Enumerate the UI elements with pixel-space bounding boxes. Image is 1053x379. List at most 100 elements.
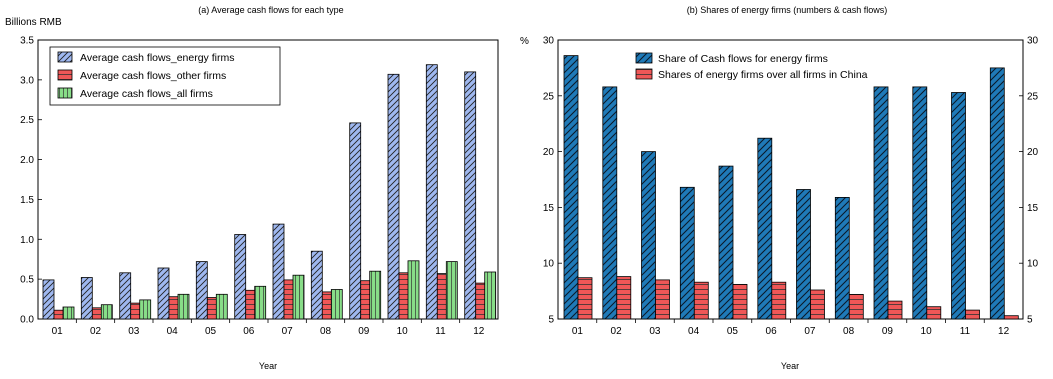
bar-shares-of-energy-firms-over-all-firms-in-china-11 — [965, 309, 980, 320]
bar-average-cash-flows-energy-firms-09 — [349, 122, 362, 320]
bar-average-cash-flows-energy-firms-11 — [425, 64, 438, 320]
y2-tick-label: 25 — [1027, 91, 1039, 102]
bar-share-of-cash-flows-for-energy-firms-06 — [757, 137, 773, 320]
bar-average-cash-flows-all-firms-10 — [407, 260, 420, 320]
bar-share-of-cash-flows-for-energy-firms-02 — [602, 86, 618, 320]
bar-share-of-cash-flows-for-energy-firms-11 — [951, 92, 966, 320]
bar-share-of-cash-flows-for-energy-firms-12 — [989, 67, 1005, 320]
panel-b-x-axis: 01 02 03 04 05 06 07 08 09 10 11 12 — [572, 319, 1010, 337]
y-tick-label: 25 — [543, 91, 555, 102]
panel-a-xlabel: Year — [259, 361, 277, 371]
panel-b-ylabel: % — [520, 36, 529, 47]
x-tick-label: 04 — [688, 326, 700, 337]
panel-a-legend: Average cash flows_energy firms Average … — [49, 46, 281, 106]
panel-a-y-axis: 0.0 0.5 1.0 1.5 2.0 2.5 3.0 3.5 — [20, 36, 42, 326]
y2-tick-label: 5 — [1027, 315, 1033, 326]
x-tick-label: 07 — [804, 326, 816, 337]
panel-a-ylabel: Billions RMB — [5, 17, 62, 28]
legend-label-share-cash-flows: Share of Cash flows for energy firms — [658, 53, 828, 65]
y2-tick-label: 30 — [1027, 36, 1039, 47]
y-tick-label: 15 — [543, 203, 555, 214]
x-tick-label: 03 — [128, 326, 140, 337]
legend-label-all-firms: Average cash flows_all firms — [80, 88, 213, 100]
y-tick-label: 10 — [543, 259, 555, 270]
bar-shares-of-energy-firms-over-all-firms-in-china-12 — [1003, 315, 1019, 320]
x-tick-label: 01 — [52, 326, 64, 337]
panel-b-y-axis: 5 10 15 20 25 30 — [543, 36, 562, 326]
x-tick-label: 09 — [358, 326, 370, 337]
panel-b-bars — [563, 55, 1019, 320]
legend-label-other-firms: Average cash flows_other firms — [80, 70, 226, 82]
bar-shares-of-energy-firms-over-all-firms-in-china-08 — [848, 293, 864, 320]
bar-average-cash-flows-all-firms-04 — [177, 293, 190, 320]
y-tick-label: 1.0 — [20, 235, 34, 246]
legend-swatch-share-energy-firms — [635, 68, 653, 80]
y2-tick-label: 15 — [1027, 203, 1039, 214]
y-tick-label: 3.5 — [20, 36, 34, 47]
bar-average-cash-flows-energy-firms-03 — [119, 272, 132, 320]
panel-b-title: (b) Shares of energy firms (numbers & ca… — [687, 5, 888, 15]
bar-average-cash-flows-all-firms-12 — [484, 271, 497, 320]
bar-shares-of-energy-firms-over-all-firms-in-china-01 — [577, 277, 593, 320]
bar-shares-of-energy-firms-over-all-firms-in-china-07 — [810, 289, 825, 320]
bar-average-cash-flows-energy-firms-08 — [310, 250, 323, 320]
y-tick-label: 2.5 — [20, 115, 34, 126]
x-tick-label: 07 — [282, 326, 294, 337]
panel-a-title: (a) Average cash flows for each type — [198, 5, 343, 15]
legend-label-energy-firms: Average cash flows_energy firms — [80, 52, 234, 64]
panel-a: (a) Average cash flows for each type Bil… — [5, 5, 499, 371]
x-tick-label: 02 — [611, 326, 623, 337]
bar-average-cash-flows-all-firms-01 — [62, 306, 75, 320]
bar-share-of-cash-flows-for-energy-firms-03 — [641, 151, 656, 320]
y-tick-label: 5 — [548, 315, 554, 326]
x-tick-label: 09 — [882, 326, 894, 337]
bar-share-of-cash-flows-for-energy-firms-10 — [912, 86, 928, 320]
y2-tick-label: 20 — [1027, 147, 1039, 158]
bar-average-cash-flows-all-firms-08 — [330, 289, 343, 320]
x-tick-label: 08 — [843, 326, 855, 337]
bar-shares-of-energy-firms-over-all-firms-in-china-02 — [616, 276, 632, 320]
bar-shares-of-energy-firms-over-all-firms-in-china-10 — [926, 306, 942, 320]
bar-shares-of-energy-firms-over-all-firms-in-china-03 — [655, 279, 670, 320]
bar-share-of-cash-flows-for-energy-firms-09 — [873, 86, 889, 320]
x-tick-label: 10 — [397, 326, 409, 337]
y2-tick-label: 10 — [1027, 259, 1039, 270]
bar-average-cash-flows-energy-firms-12 — [464, 71, 477, 320]
bar-average-cash-flows-energy-firms-05 — [195, 261, 208, 320]
x-tick-label: 11 — [435, 326, 446, 337]
bar-shares-of-energy-firms-over-all-firms-in-china-04 — [693, 281, 709, 320]
panel-b-legend: Share of Cash flows for energy firms Sha… — [635, 52, 868, 81]
x-tick-label: 01 — [572, 326, 584, 337]
x-tick-label: 03 — [649, 326, 661, 337]
bar-average-cash-flows-energy-firms-07 — [272, 223, 285, 320]
bar-average-cash-flows-all-firms-09 — [369, 270, 382, 320]
panel-b-y2-axis: 5 10 15 20 25 30 — [1019, 36, 1039, 326]
y-tick-label: 20 — [543, 147, 555, 158]
x-tick-label: 06 — [243, 326, 255, 337]
x-tick-label: 12 — [998, 326, 1010, 337]
legend-label-share-energy-firms: Shares of energy firms over all firms in… — [658, 69, 868, 81]
y-tick-label: 1.5 — [20, 195, 34, 206]
y-tick-label: 30 — [543, 36, 555, 47]
y-tick-label: 0.5 — [20, 275, 34, 286]
panel-a-legend-frame — [49, 46, 281, 106]
bar-average-cash-flows-all-firms-02 — [100, 304, 113, 320]
x-tick-label: 05 — [205, 326, 217, 337]
x-tick-label: 10 — [921, 326, 933, 337]
bar-shares-of-energy-firms-over-all-firms-in-china-05 — [732, 283, 748, 320]
x-tick-label: 08 — [320, 326, 332, 337]
legend-swatch-share-cash-flows — [635, 52, 653, 64]
legend-swatch-all-firms — [57, 87, 73, 99]
bar-average-cash-flows-energy-firms-01 — [42, 279, 55, 320]
y-tick-label: 0.0 — [20, 315, 34, 326]
panel-b: (b) Shares of energy firms (numbers & ca… — [520, 5, 1039, 371]
bar-share-of-cash-flows-for-energy-firms-07 — [796, 189, 811, 320]
bar-average-cash-flows-energy-firms-02 — [80, 277, 93, 320]
x-tick-label: 12 — [473, 326, 485, 337]
x-tick-label: 02 — [90, 326, 102, 337]
bar-shares-of-energy-firms-over-all-firms-in-china-09 — [887, 300, 903, 320]
panel-a-bars — [42, 64, 497, 320]
bar-share-of-cash-flows-for-energy-firms-05 — [718, 165, 734, 320]
bar-average-cash-flows-all-firms-06 — [254, 285, 267, 320]
